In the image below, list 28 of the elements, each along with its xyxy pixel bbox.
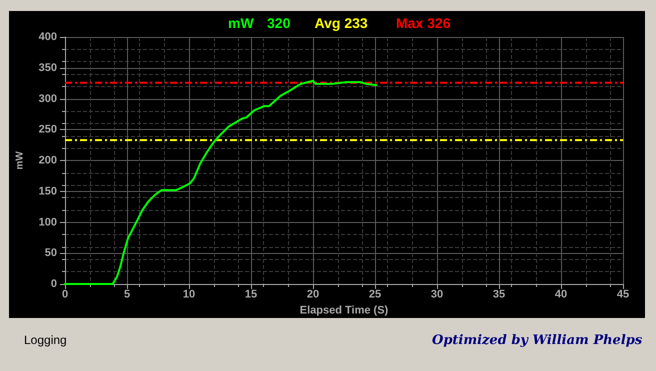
y-tick-label: 350 xyxy=(38,62,57,74)
text: 320 xyxy=(267,15,291,31)
y-tick-label: 250 xyxy=(38,124,57,136)
y-axis-title: mW xyxy=(14,150,26,170)
x-axis-title: Elapsed Time (S) xyxy=(300,304,389,316)
x-tick-label: 30 xyxy=(430,288,444,300)
ref-line-label: Max 326 xyxy=(396,15,451,31)
y-tick-label: 300 xyxy=(38,92,57,105)
y-tick-label: 100 xyxy=(38,216,57,228)
text: Optimized by William Phelps xyxy=(432,333,643,348)
ref-line-label: Avg 233 xyxy=(314,15,368,31)
x-tick-label: 35 xyxy=(492,288,506,300)
x-tick-label: 40 xyxy=(554,288,568,300)
x-tick-label: 5 xyxy=(124,288,130,300)
x-tick-label: 15 xyxy=(244,288,258,300)
x-tick-label: 20 xyxy=(306,288,320,300)
text: mW xyxy=(228,15,254,31)
x-tick-label: 45 xyxy=(616,288,630,300)
text: Logging xyxy=(24,333,67,347)
x-tick-label: 25 xyxy=(368,288,382,300)
y-tick-label: 0 xyxy=(50,278,57,290)
y-tick-label: 150 xyxy=(38,185,57,198)
y-tick-label: 400 xyxy=(38,31,57,43)
x-tick-label: 10 xyxy=(182,288,196,300)
y-tick-label: 50 xyxy=(44,247,57,260)
x-tick-label: 0 xyxy=(62,288,68,300)
y-tick-label: 200 xyxy=(38,154,57,166)
line-series xyxy=(64,80,378,285)
